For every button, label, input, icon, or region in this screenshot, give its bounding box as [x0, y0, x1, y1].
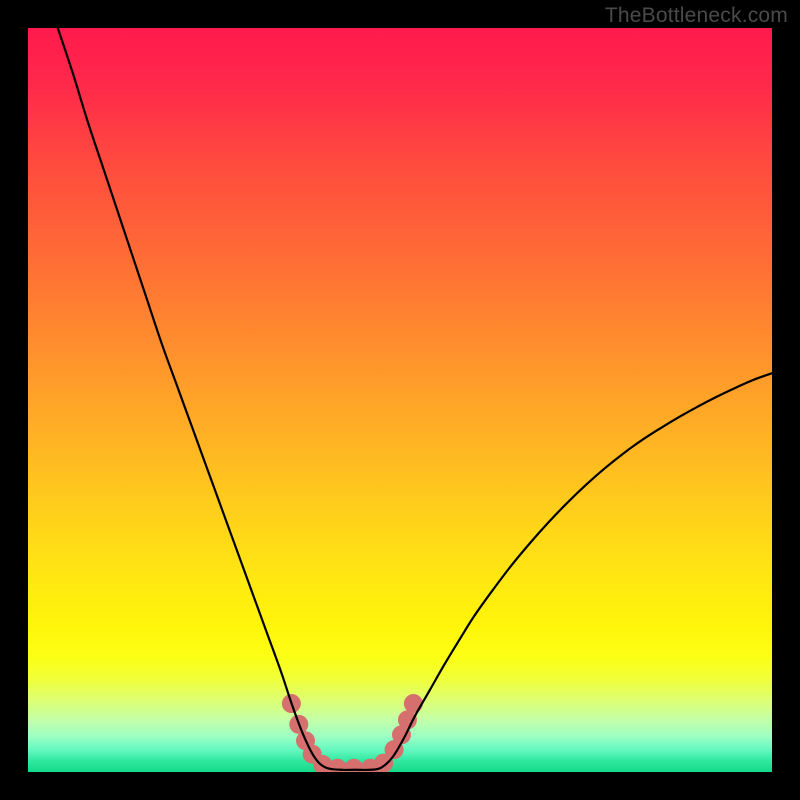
plot-area	[28, 28, 772, 772]
curve-marker	[404, 694, 423, 713]
bottleneck-curve	[58, 28, 772, 770]
watermark-text: TheBottleneck.com	[605, 4, 788, 28]
curve-layer	[28, 28, 772, 772]
chart-frame: TheBottleneck.com	[0, 0, 800, 800]
